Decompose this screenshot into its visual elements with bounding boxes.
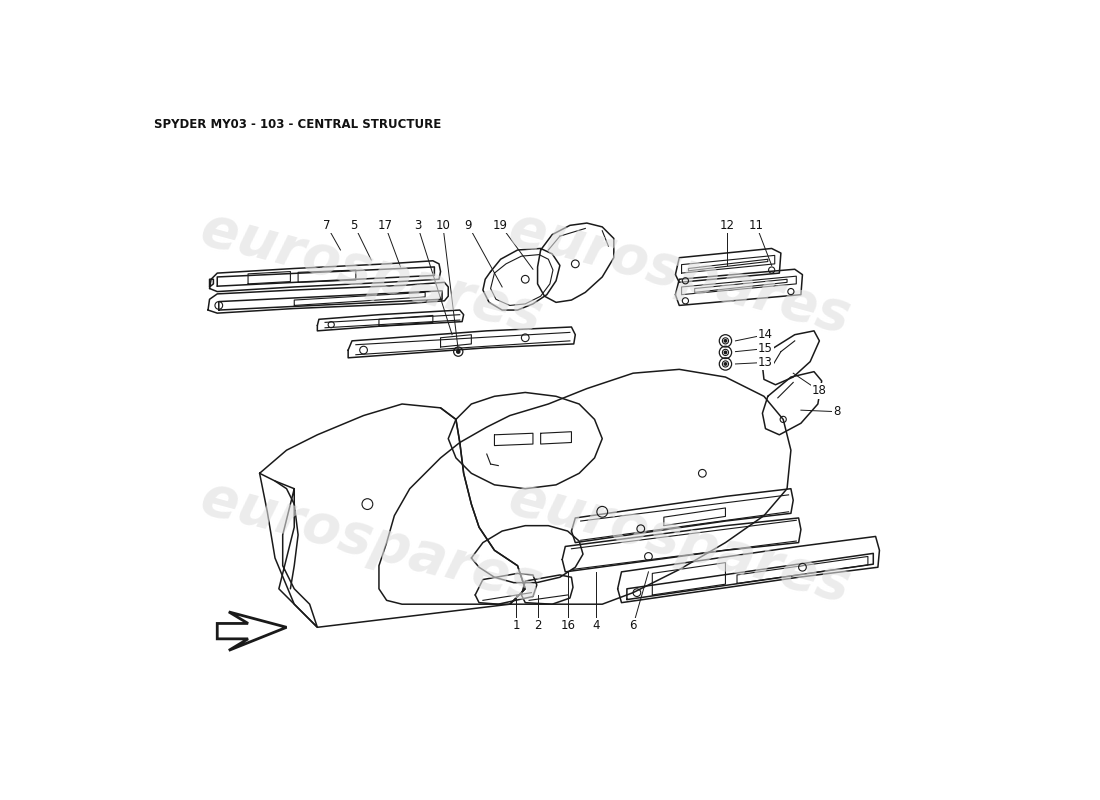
Circle shape	[724, 351, 727, 354]
Text: eurospares: eurospares	[503, 471, 856, 614]
Circle shape	[456, 350, 460, 353]
Text: 4: 4	[592, 619, 600, 632]
Text: 18: 18	[812, 385, 827, 398]
Circle shape	[724, 363, 727, 365]
Text: 17: 17	[377, 219, 393, 232]
Text: 14: 14	[758, 328, 773, 341]
Text: 1: 1	[513, 619, 520, 632]
Text: 9: 9	[464, 219, 472, 232]
Text: 6: 6	[629, 619, 637, 632]
Text: 19: 19	[493, 219, 508, 232]
Text: 12: 12	[719, 219, 735, 232]
Text: 10: 10	[436, 219, 450, 232]
Text: 13: 13	[758, 356, 773, 369]
Text: 16: 16	[561, 619, 576, 632]
Text: eurospares: eurospares	[195, 471, 548, 614]
Text: 3: 3	[414, 219, 421, 232]
Text: 11: 11	[749, 219, 763, 232]
Text: eurospares: eurospares	[195, 202, 548, 345]
Text: 15: 15	[758, 342, 773, 355]
Text: 7: 7	[322, 219, 330, 232]
Text: 2: 2	[534, 619, 541, 632]
Text: 5: 5	[351, 219, 358, 232]
Text: eurospares: eurospares	[503, 202, 856, 345]
Text: 8: 8	[834, 405, 840, 418]
Text: SPYDER MY03 - 103 - CENTRAL STRUCTURE: SPYDER MY03 - 103 - CENTRAL STRUCTURE	[154, 118, 441, 130]
Circle shape	[724, 340, 727, 342]
